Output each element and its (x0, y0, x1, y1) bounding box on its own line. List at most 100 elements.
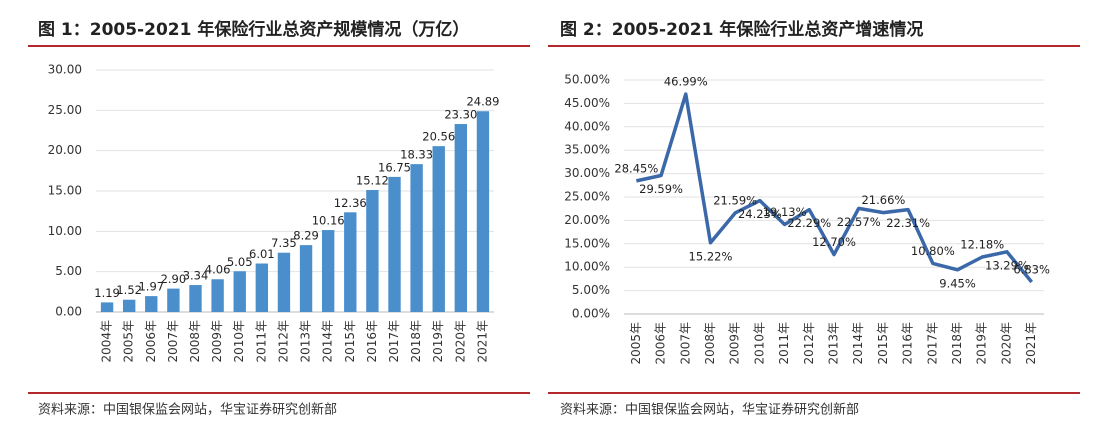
y-tick-label: 0.00% (572, 307, 610, 321)
x-tick-label: 2013年 (299, 320, 313, 363)
line (635, 92, 1034, 284)
value-label: 19.13% (763, 205, 807, 219)
bar (255, 263, 269, 312)
value-label: 18.33 (400, 148, 433, 162)
y-tick-label: 20.00% (564, 213, 610, 227)
bar (410, 164, 423, 312)
y-tick-label: 15.00 (48, 184, 82, 198)
bar (432, 146, 445, 312)
value-label: 2.90 (161, 272, 187, 286)
x-tick-label: 2021年 (1024, 322, 1038, 365)
x-tick-label: 2010年 (752, 322, 766, 365)
value-label: 28.45% (614, 161, 658, 175)
x-tick-label: 2021年 (475, 320, 489, 363)
value-label: 12.18% (960, 237, 1004, 251)
value-label: 46.99% (664, 75, 708, 89)
x-tick-label: 2019年 (431, 320, 445, 363)
bar (167, 288, 180, 312)
x-tick-label: 2020年 (453, 320, 467, 363)
y-tick-label: 30.00% (564, 166, 610, 180)
x-tick-label: 2008年 (188, 320, 202, 363)
bar (122, 299, 136, 312)
x-tick-label: 2009年 (728, 322, 742, 365)
y-tick-label: 25.00 (48, 103, 82, 117)
bar (145, 296, 158, 312)
x-tick-label: 2006年 (654, 322, 668, 365)
value-label: 24.89 (466, 95, 499, 109)
x-tick-label: 2013年 (827, 322, 841, 365)
x-tick-label: 2009年 (210, 320, 224, 363)
value-label: 9.45% (939, 276, 976, 290)
value-label: 15.12 (356, 174, 389, 188)
value-label: 5.05 (227, 255, 253, 269)
bar (233, 271, 246, 312)
bar (189, 285, 202, 312)
value-label: 13.29% (985, 258, 1029, 272)
y-tick-label: 10.00 (48, 224, 82, 238)
value-label: 8.29 (293, 229, 319, 243)
value-label: 1.52 (116, 283, 142, 297)
x-tick-label: 2007年 (678, 322, 692, 365)
y-tick-label: 10.00% (564, 260, 610, 274)
x-tick-label: 2008年 (703, 322, 717, 365)
value-label: 23.30 (444, 108, 477, 122)
y-tick-label: 15.00% (564, 236, 610, 250)
x-tick-label: 2017年 (925, 322, 939, 365)
value-label: 12.70% (812, 235, 856, 249)
value-label: 1.97 (138, 280, 164, 294)
value-label: 29.59% (639, 182, 683, 196)
y-tick-label: 35.00% (564, 143, 610, 157)
bar (100, 302, 114, 312)
y-tick-label: 25.00% (564, 190, 610, 204)
x-tick-label: 2005年 (122, 320, 136, 363)
chart-title: 图 2：2005-2021 年保险行业总资产增速情况 (560, 19, 923, 40)
x-tick-label: 2016年 (901, 322, 915, 365)
bar (211, 279, 224, 312)
y-tick-label: 20.00 (48, 143, 82, 157)
x-tick-label: 2018年 (409, 320, 423, 363)
x-tick-label: 2015年 (343, 320, 357, 363)
y-tick-label: 5.00 (55, 264, 82, 278)
chart-title: 图 1：2005-2021 年保险行业总资产规模情况（万亿） (38, 19, 469, 40)
x-tick-label: 2011年 (777, 322, 791, 365)
value-label: 6.01 (249, 247, 275, 261)
x-tick-label: 2014年 (851, 322, 865, 365)
value-label: 4.06 (205, 263, 231, 277)
value-label: 7.35 (271, 236, 297, 250)
x-tick-label: 2019年 (975, 322, 989, 365)
value-label: 21.66% (861, 193, 905, 207)
x-tick-label: 2014年 (321, 320, 335, 363)
x-tick-label: 2006年 (144, 320, 158, 363)
value-label: 3.34 (183, 269, 209, 283)
value-label: 1.19 (94, 286, 120, 300)
bar (388, 176, 401, 312)
y-tick-label: 5.00% (572, 283, 610, 297)
source: 资料来源：中国银保监会网站，华宝证券研究创新部 (38, 402, 337, 418)
value-label: 24.23% (738, 207, 782, 221)
value-label: 6.83% (1013, 263, 1050, 277)
value-label: 22.31% (886, 216, 930, 230)
bar (277, 252, 291, 312)
x-tick-label: 2011年 (254, 320, 268, 363)
value-label: 21.59% (713, 193, 757, 207)
bar (366, 190, 379, 312)
value-label: 12.36 (334, 196, 367, 210)
value-label: 10.16 (312, 214, 345, 228)
x-tick-label: 2010年 (232, 320, 246, 363)
x-tick-label: 2004年 (100, 320, 114, 363)
x-tick-label: 2007年 (166, 320, 180, 363)
x-tick-label: 2012年 (802, 322, 816, 365)
y-tick-label: 0.00 (55, 305, 82, 319)
value-label: 22.29% (787, 216, 831, 230)
x-tick-label: 2020年 (999, 322, 1013, 365)
value-label: 15.22% (689, 249, 733, 263)
value-label: 22.57% (837, 215, 881, 229)
x-tick-label: 2012年 (276, 320, 290, 363)
x-tick-label: 2017年 (387, 320, 401, 363)
x-tick-label: 2005年 (629, 322, 643, 365)
bar (299, 245, 313, 312)
x-tick-label: 2015年 (876, 322, 890, 365)
y-tick-label: 30.00 (48, 63, 82, 77)
x-tick-label: 2018年 (950, 322, 964, 365)
